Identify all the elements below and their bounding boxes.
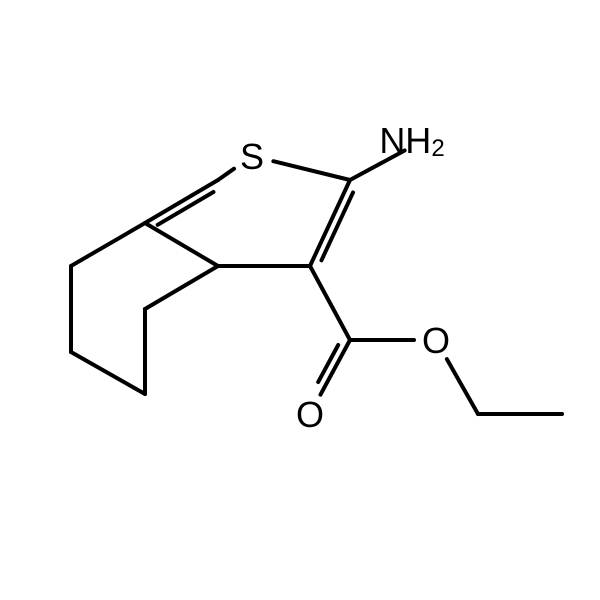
bond (71, 352, 145, 394)
atom-label: O (296, 394, 324, 435)
bond (145, 223, 218, 266)
molecule-canvas: S NH2 O O (0, 0, 600, 600)
bond (145, 266, 218, 309)
bond (321, 192, 353, 260)
atom-label: O (422, 320, 450, 361)
bond (71, 223, 145, 266)
bond (310, 266, 350, 340)
atom-label: NH2 (379, 120, 444, 162)
bond (145, 180, 218, 223)
bond (310, 180, 350, 266)
bond (273, 161, 350, 180)
atom-label: S (240, 136, 264, 177)
bond (218, 169, 234, 180)
bond (447, 359, 478, 414)
